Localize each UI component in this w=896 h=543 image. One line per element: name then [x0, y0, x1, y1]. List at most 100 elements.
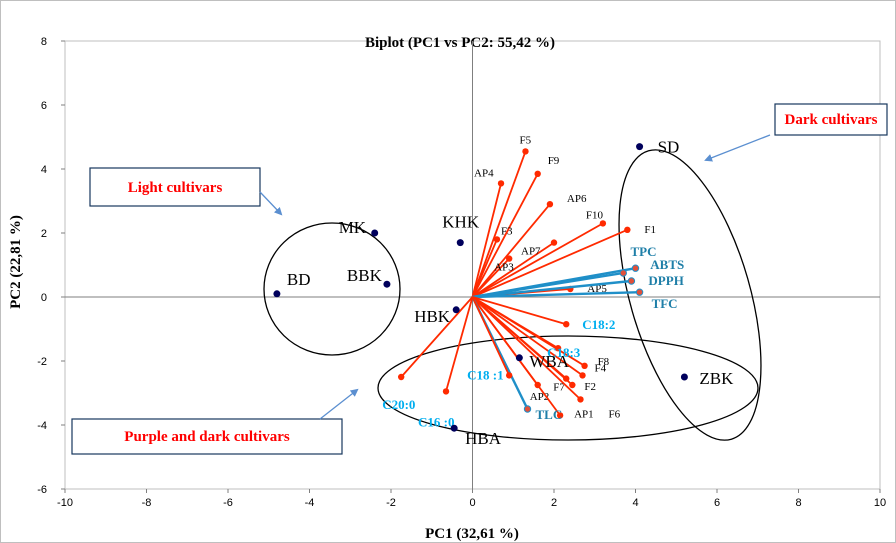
vector-c182 — [472, 296, 567, 326]
vector-label-c160: C16 :0 — [418, 414, 454, 429]
vector-label-f10: F10 — [586, 209, 604, 221]
light-cultivars-callout-box — [89, 167, 261, 207]
vector-tip-ap7 — [550, 239, 558, 246]
vector-label-c182: C18:2 — [582, 317, 615, 332]
x-axis-title: PC1 (32,61 %) — [425, 526, 519, 542]
x-tick-label: 6 — [714, 497, 720, 509]
vector-label-ap7: AP7 — [521, 246, 541, 258]
observation-label-bbk: BBK — [347, 266, 383, 285]
vector-label-f7: F7 — [553, 382, 565, 394]
vector-label-f2: F2 — [584, 381, 596, 393]
vector-tip-f3 — [493, 236, 501, 243]
vector-tip-c183 — [554, 345, 562, 352]
vector-tip-ap1 — [556, 412, 564, 419]
vector-tip-ap3 — [505, 255, 513, 262]
observation-khk — [456, 239, 464, 247]
observation-hbk — [452, 306, 460, 314]
observation-bbk — [383, 280, 391, 288]
observation-label-sd: SD — [658, 138, 680, 157]
vector-label-dpph: DPPH — [648, 273, 683, 288]
vector-c200 — [400, 296, 474, 378]
dark-cultivars-ellipse — [618, 149, 762, 441]
dark-cultivars-callout-text: Dark cultivars — [785, 112, 878, 128]
y-tick-label: -6 — [37, 484, 47, 496]
x-tick-label: -10 — [57, 497, 73, 509]
vector-ap3 — [471, 257, 510, 298]
vector-label-c181: C18 :1 — [467, 367, 503, 382]
observation-label-bd: BD — [287, 270, 311, 289]
vector-tip-f5 — [522, 148, 529, 155]
vector-tip-f6 — [577, 396, 584, 403]
observation-wba — [515, 354, 523, 362]
vector-tip-f10 — [599, 220, 607, 227]
vector-label-c200: C20:0 — [382, 397, 415, 412]
x-tick-label: 8 — [795, 497, 801, 509]
observation-hba — [450, 424, 458, 432]
vector-f5 — [471, 151, 527, 298]
observation-zbk — [680, 373, 688, 381]
observation-mk — [371, 229, 379, 237]
vector-label-f9: F9 — [548, 155, 560, 167]
y-tick-label: 0 — [41, 292, 47, 304]
vector-ap7 — [472, 241, 555, 298]
callouts: Dark cultivars Light cultivars Purple and … — [71, 103, 888, 455]
vector-f9 — [471, 173, 539, 298]
cluster-ellipses — [263, 149, 762, 441]
vector-label-tlc: TLC — [536, 407, 563, 422]
observation-sd — [636, 143, 644, 151]
y-tick-label: -4 — [37, 420, 47, 432]
vector-label-f4: F4 — [595, 362, 607, 374]
vector-label-f6: F6 — [608, 408, 620, 420]
purple-dark-cultivars-ellipse — [377, 335, 759, 441]
vector-tip-tfc — [635, 288, 644, 296]
light-cultivars-callout-text: Light cultivars — [128, 180, 223, 196]
vector-abts — [472, 271, 624, 299]
x-tick-label: -8 — [142, 497, 152, 509]
vector-f10 — [472, 222, 604, 298]
purple-dark-cultivars-callout-text: Purple and dark cultivars — [124, 429, 290, 445]
vector-tip-f8 — [581, 362, 588, 369]
vector-label-ap6: AP6 — [567, 193, 587, 205]
vector-label-ap3: AP3 — [494, 262, 514, 274]
observation-label-zbk: ZBK — [699, 369, 734, 388]
vector-f6 — [471, 296, 582, 401]
observation-bd — [273, 290, 281, 298]
vector-label-f8: F8 — [598, 356, 610, 368]
vector-tip-f4 — [579, 372, 586, 379]
y-tick-label: 6 — [41, 100, 47, 112]
vector-label-tpc: TPC — [631, 244, 657, 259]
dark-cultivars-callout-box — [774, 103, 888, 136]
observation-label-wba: WBA — [529, 352, 569, 371]
vector-label-ap1: AP1 — [574, 408, 594, 420]
chart-title: Biplot (PC1 vs PC2: 55,42 %) — [365, 35, 555, 51]
x-tick-label: -6 — [223, 497, 233, 509]
vector-tip-f1 — [624, 226, 631, 233]
observation-label-mk: MK — [339, 218, 367, 237]
y-tick-label: 8 — [41, 36, 47, 48]
vector-label-tfc: TFC — [652, 296, 678, 311]
y-tick-label: 4 — [41, 164, 47, 176]
vector-f1 — [472, 228, 628, 298]
vector-tip-c200 — [397, 373, 405, 381]
vector-tip-tpc — [631, 264, 640, 272]
vector-ap6 — [471, 203, 551, 298]
vector-f3 — [471, 239, 498, 298]
vector-tip-ap6 — [546, 201, 554, 208]
vector-c181 — [471, 296, 510, 376]
light-cultivars-callout-arrow — [259, 191, 283, 216]
observation-label-khk: KHK — [442, 213, 480, 232]
vector-label-f1: F1 — [644, 224, 656, 236]
vector-tip-c160 — [442, 388, 450, 395]
observation-label-hbk: HBK — [414, 307, 451, 326]
vector-tip-f2 — [569, 381, 576, 389]
x-tick-label: 4 — [632, 497, 638, 509]
x-tick-label: -2 — [386, 497, 396, 509]
vector-tfc — [472, 291, 640, 299]
light-cultivars-ellipse — [263, 222, 401, 356]
observations: SD MK KHK BD BBK HBK WBA ZBK HBA — [273, 138, 734, 448]
vector-tip-c182 — [563, 321, 570, 328]
y-tick-label: -2 — [37, 356, 47, 368]
